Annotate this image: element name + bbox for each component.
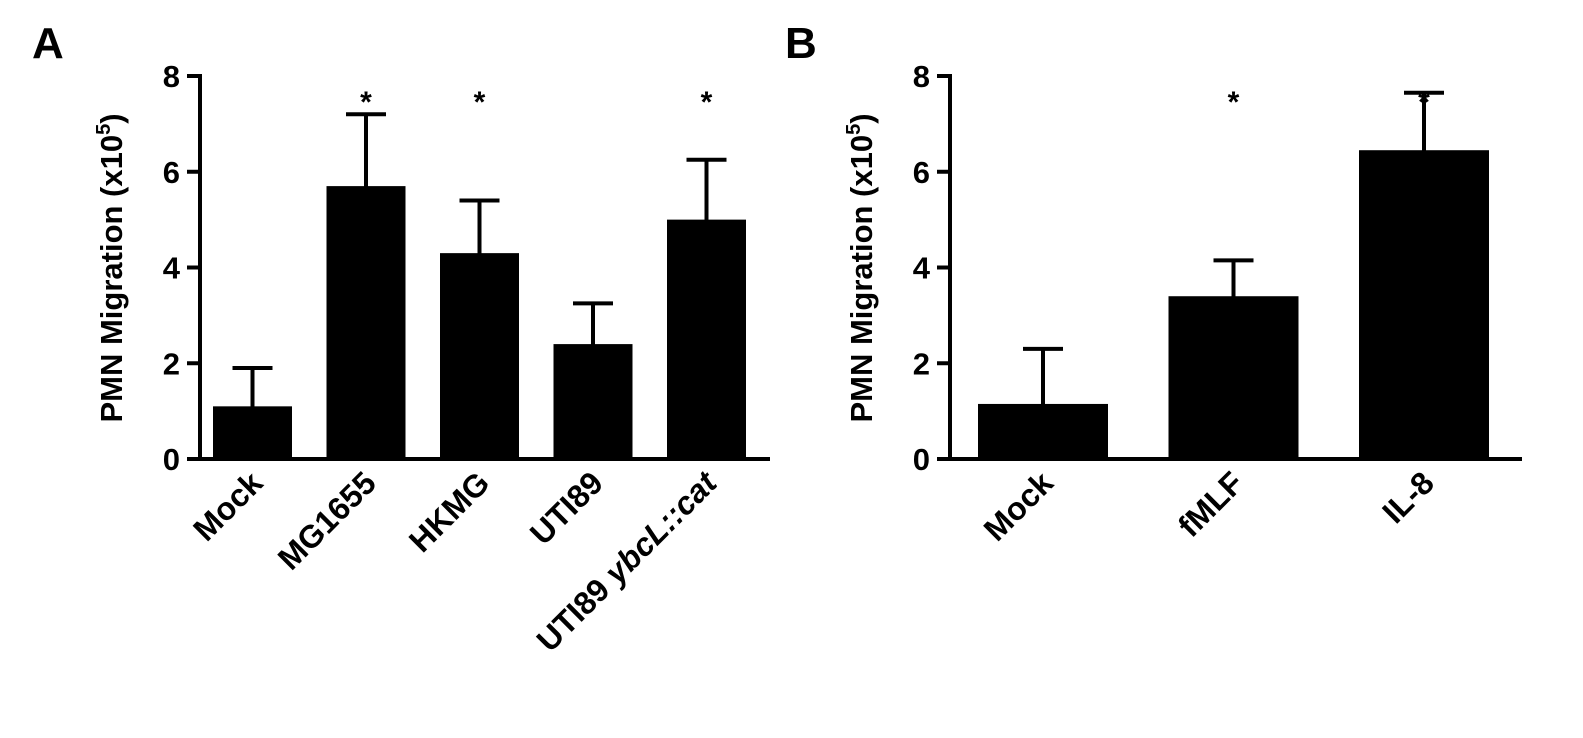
panel-label: A bbox=[32, 19, 64, 68]
bar bbox=[978, 403, 1108, 459]
x-tick-label: UTI89 bbox=[523, 464, 610, 551]
y-tick-label: 4 bbox=[163, 251, 181, 286]
y-axis-label: PMN Migration (x105) bbox=[843, 113, 879, 422]
y-tick-label: 6 bbox=[163, 155, 180, 190]
y-tick-label: 0 bbox=[163, 442, 180, 477]
x-tick-label: IL-8 bbox=[1375, 464, 1441, 530]
bar bbox=[213, 406, 292, 459]
significance-star: * bbox=[1418, 86, 1430, 119]
bar bbox=[440, 253, 519, 459]
significance-star: * bbox=[360, 86, 372, 119]
bar bbox=[1168, 296, 1299, 459]
panel-label: B bbox=[785, 19, 817, 68]
x-tick-label: HKMG bbox=[402, 464, 497, 559]
significance-star: * bbox=[474, 86, 486, 119]
panel-b: B PMN Migration (x105) 0 2 4 6 8 Mock * fMLF * IL-8 bbox=[785, 19, 1522, 548]
bar bbox=[553, 344, 633, 459]
y-tick-label: 8 bbox=[163, 59, 180, 94]
y-tick-label: 4 bbox=[913, 251, 931, 286]
x-tick-label: Mock bbox=[977, 464, 1060, 547]
y-axis-label: PMN Migration (x105) bbox=[93, 113, 129, 422]
bar bbox=[1359, 150, 1489, 460]
y-tick-label: 2 bbox=[163, 346, 180, 381]
significance-star: * bbox=[1228, 86, 1240, 119]
x-tick-label: fMLF bbox=[1171, 464, 1250, 543]
y-tick-label: 0 bbox=[913, 442, 930, 477]
y-tick-label: 8 bbox=[913, 59, 930, 94]
x-tick-label: MG1655 bbox=[271, 464, 383, 576]
y-tick-label: 6 bbox=[913, 155, 930, 190]
y-tick-label: 2 bbox=[913, 346, 930, 381]
bar bbox=[667, 219, 746, 459]
significance-star: * bbox=[701, 86, 713, 119]
panel-a: A PMN Migration (x105) 0 2 4 6 8 Mock * MG1655 * HK… bbox=[32, 19, 770, 658]
bar bbox=[326, 186, 406, 460]
x-tick-label: Mock bbox=[186, 464, 269, 547]
